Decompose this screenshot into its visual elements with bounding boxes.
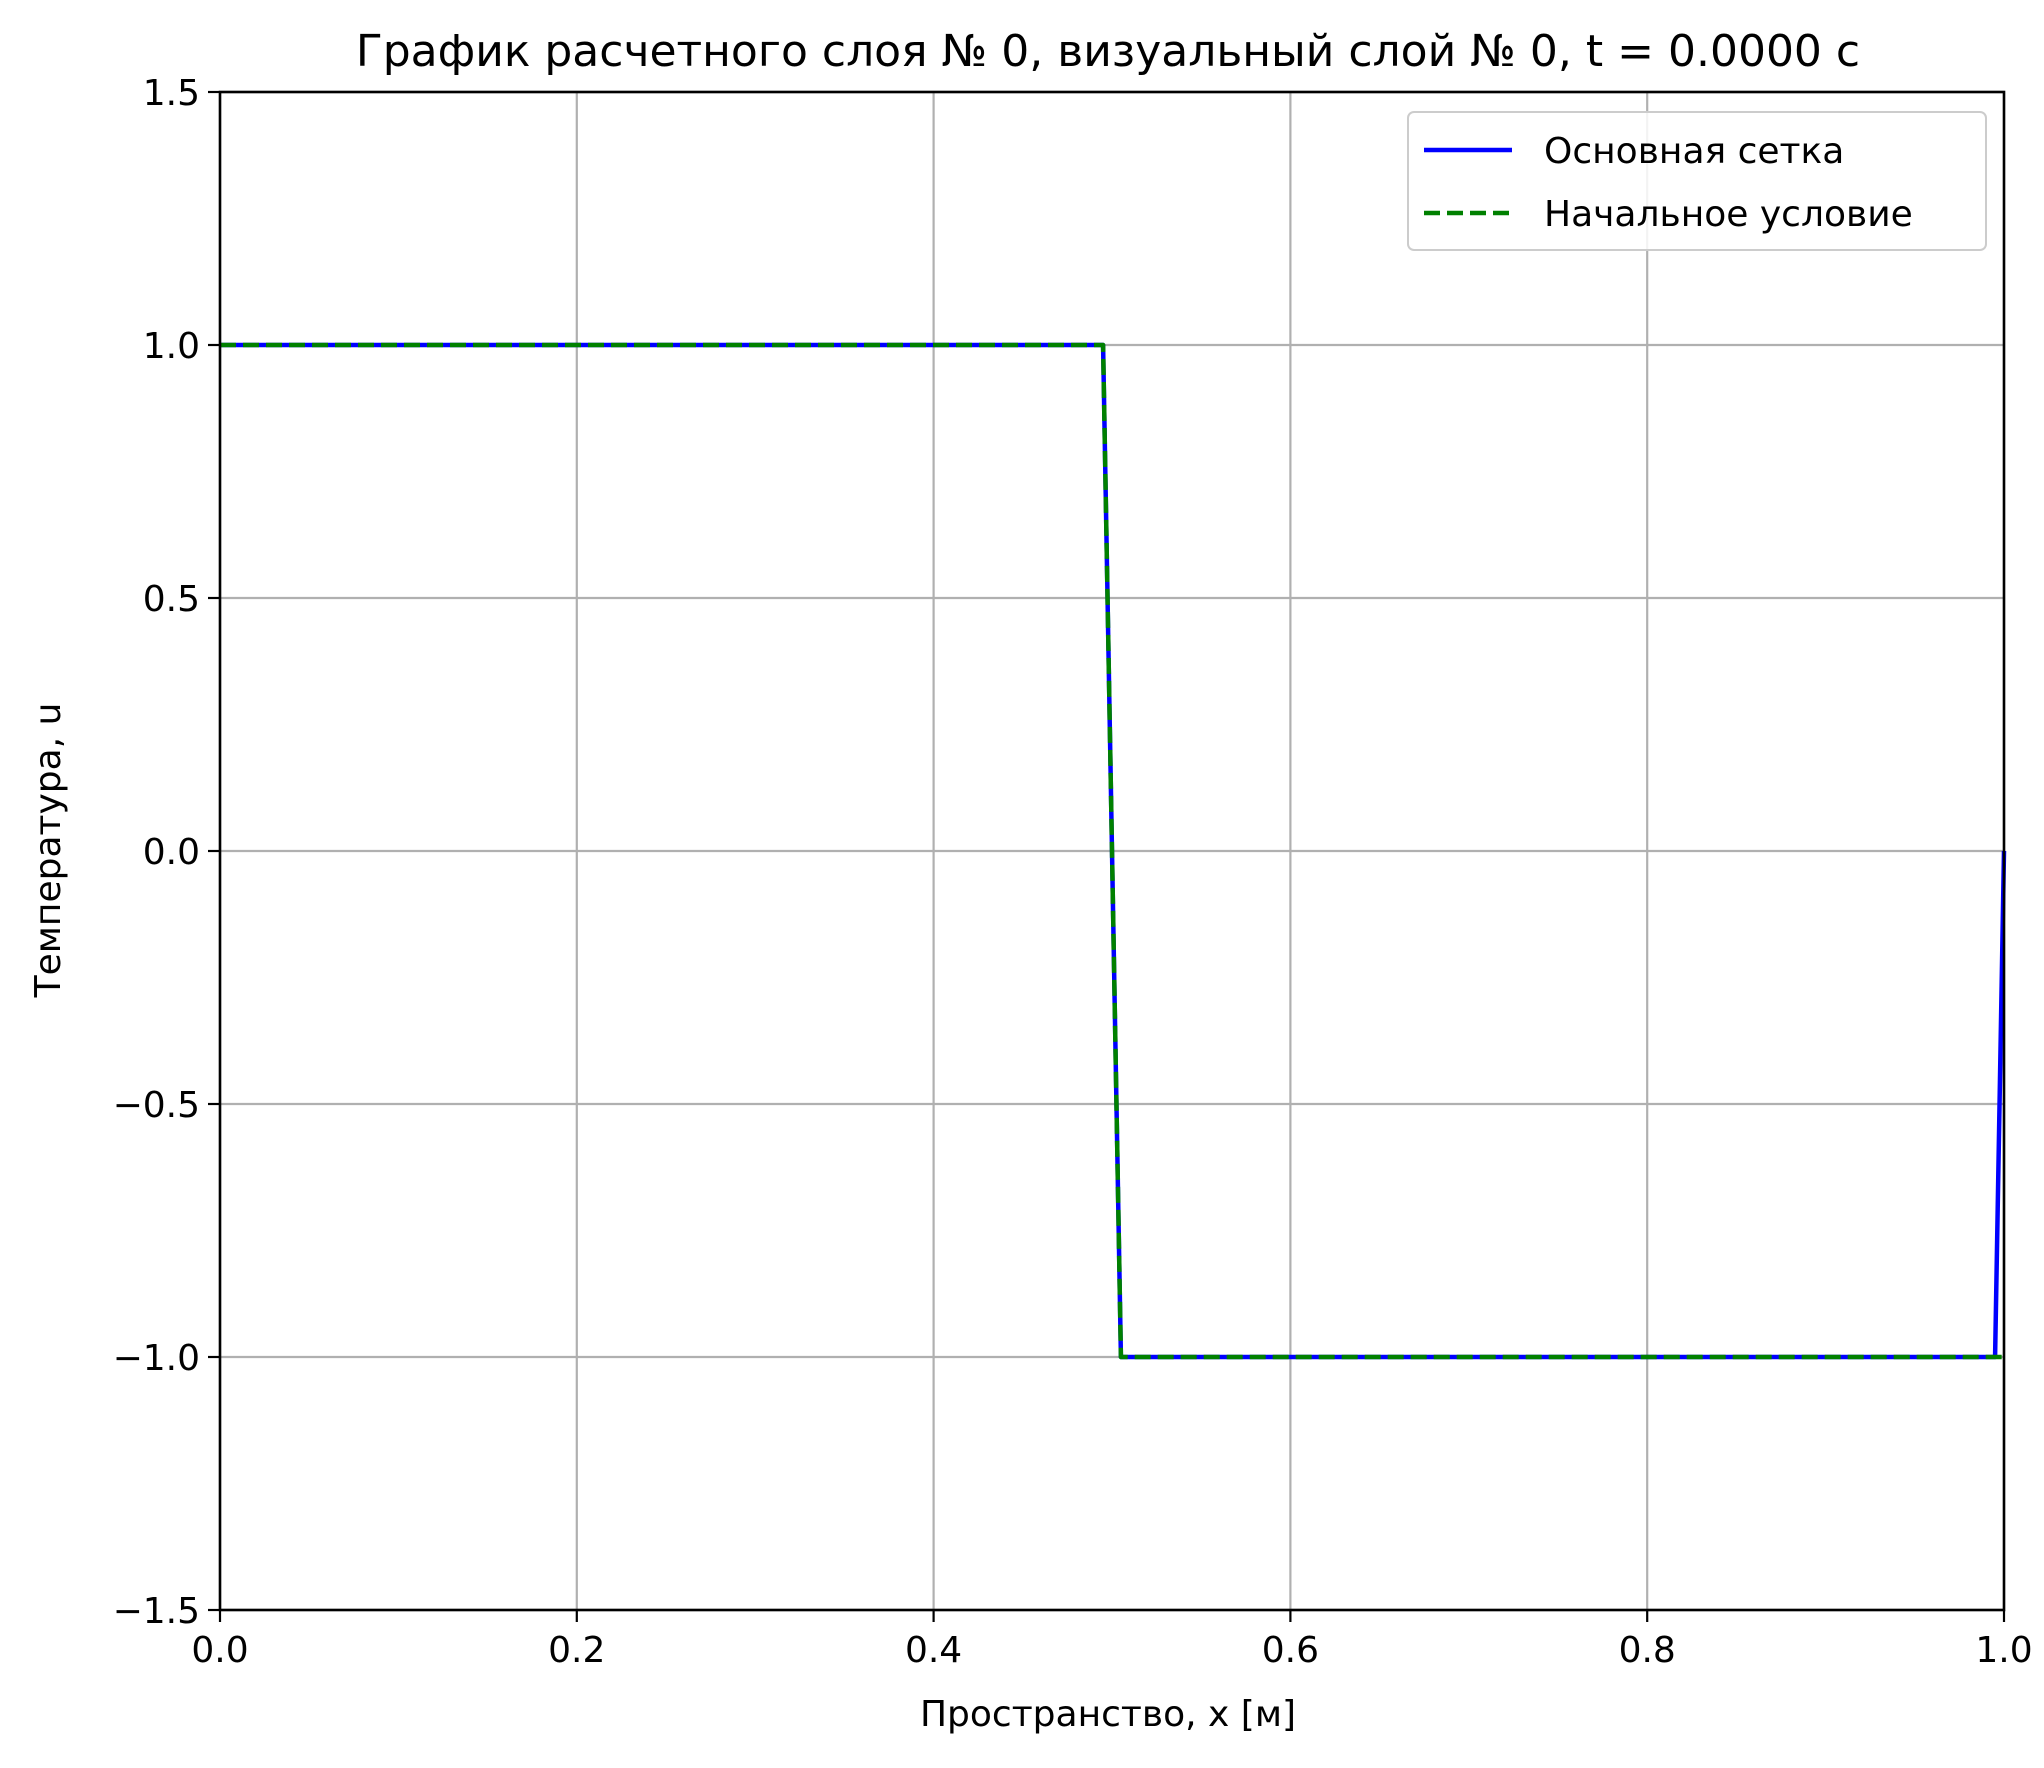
axes: 0.0 0.2 0.4 0.6 0.8 1.0 −1.5 −1.0 −0.5 0.0 0.5 1.0 1… <box>113 73 2033 1671</box>
y-tick-label: 0.5 <box>143 579 200 620</box>
series-layer <box>220 342 2007 1360</box>
legend-label-1: Основная сетка <box>1544 131 1844 172</box>
x-tick-label: 0.2 <box>548 1630 605 1671</box>
y-tick-label: −1.0 <box>113 1338 200 1379</box>
x-tick-label: 1.0 <box>1975 1630 2032 1671</box>
x-axis-label: Пространство, x [м] <box>920 1694 1296 1735</box>
y-tick-label: 0.0 <box>143 832 200 873</box>
legend-label-2: Начальное условие <box>1544 194 1913 235</box>
chart-title: График расчетного слоя № 0, визуальный с… <box>356 26 1860 77</box>
series-line-2 <box>220 342 2004 1360</box>
y-tick-label: 1.0 <box>143 326 200 367</box>
x-tick-label: 0.6 <box>1262 1630 1319 1671</box>
y-tick-label: −1.5 <box>113 1591 200 1632</box>
y-tick-label: −0.5 <box>113 1085 200 1126</box>
x-tick-label: 0.4 <box>905 1630 962 1671</box>
y-tick-label: 1.5 <box>143 73 200 114</box>
x-tick-label: 0.0 <box>191 1630 248 1671</box>
y-axis-label: Температура, u <box>28 703 69 999</box>
legend: Основная сетка Начальное условие <box>1407 111 1987 251</box>
x-tick-label: 0.8 <box>1619 1630 1676 1671</box>
legend-box <box>1407 111 1987 251</box>
